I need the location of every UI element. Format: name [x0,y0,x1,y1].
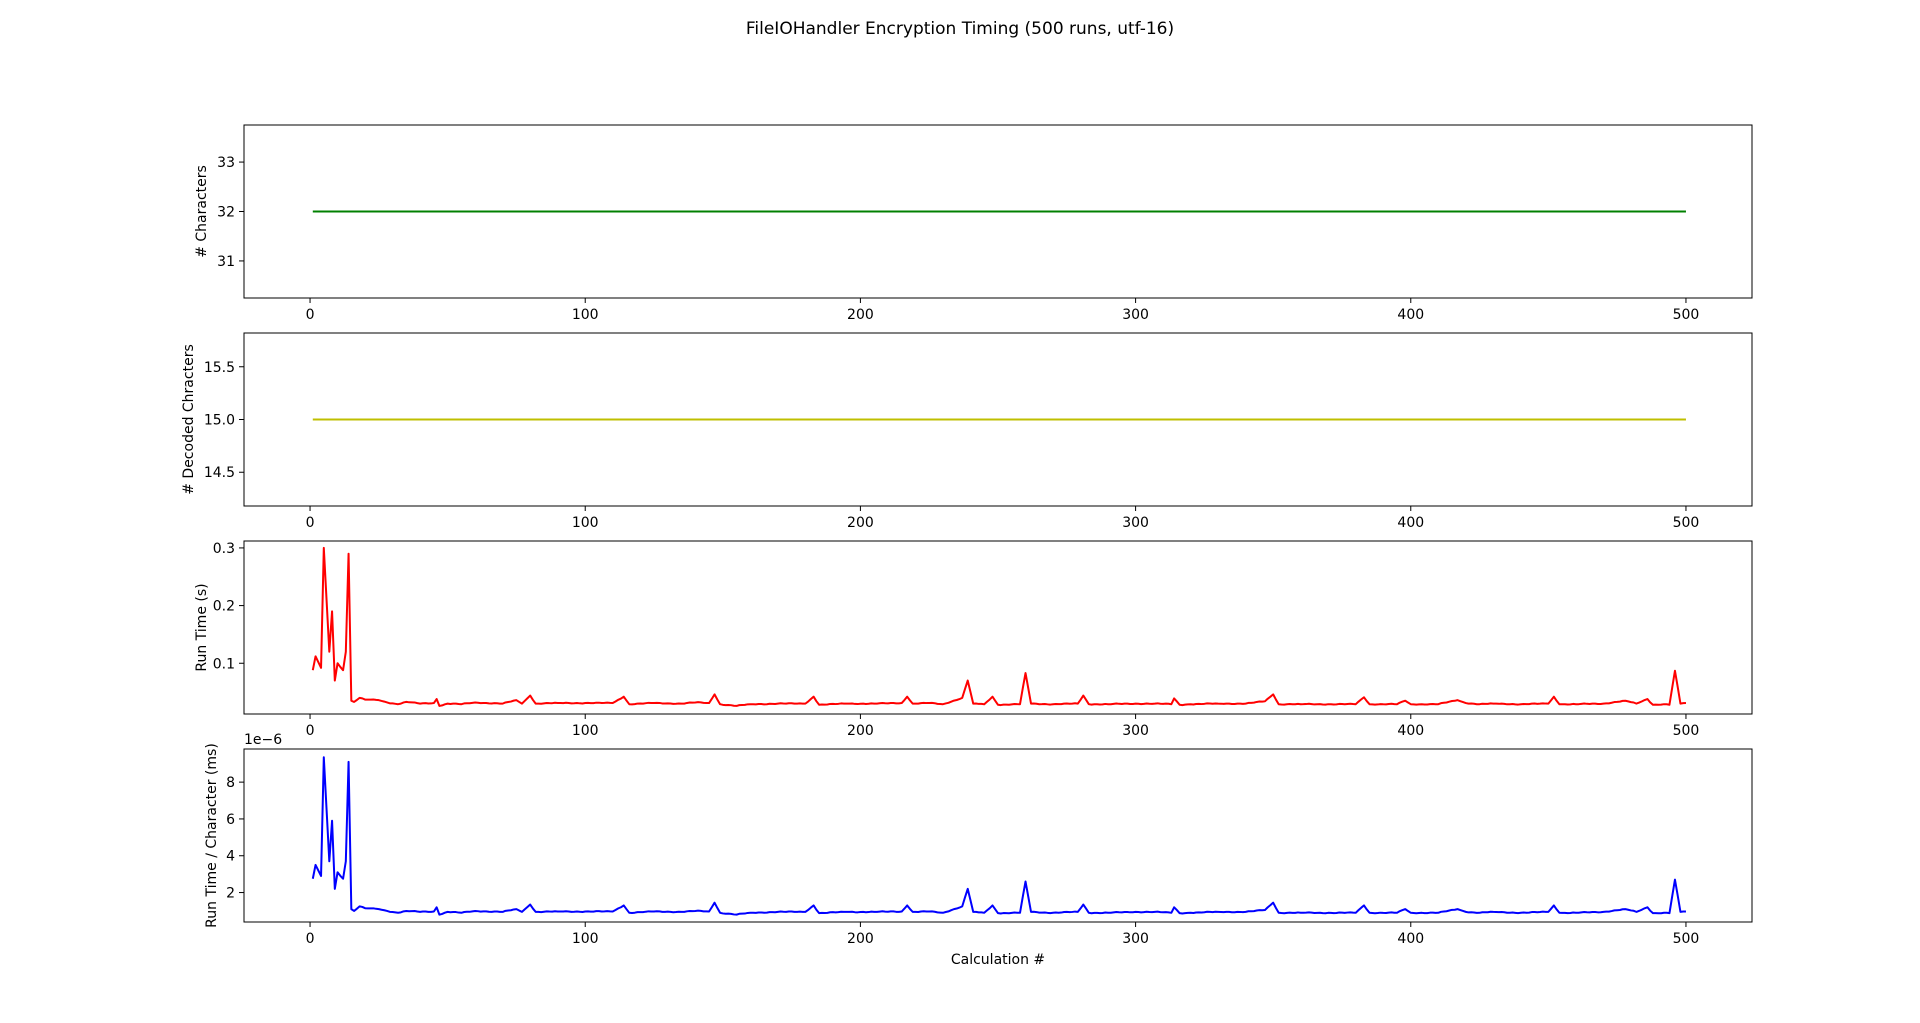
y-tick-label: 0.1 [213,656,235,672]
x-axis-label: Calculation # [951,952,1045,968]
y-tick-label: 0.3 [213,541,235,557]
y-axis-label: # Characters [194,165,210,258]
x-tick-label: 200 [847,307,874,323]
x-tick-label: 300 [1122,723,1149,739]
subplot-2: 0 100 200 300 400 500 14.5 15.0 15.5 # Decoded Ch… [181,332,1753,531]
x-tick-label: 400 [1397,515,1424,531]
figure-title: FileIOHandler Encryption Timing (500 run… [746,19,1174,39]
subplot-1: 0 100 200 300 400 500 31 32 33 # Characters [194,124,1753,323]
x-tick-label: 100 [572,723,599,739]
x-tick-label: 500 [1673,931,1700,947]
x-tick-label: 0 [306,515,315,531]
y-axis-label: # Decoded Chracters [181,344,197,495]
y-axis-label: Run Time / Character (ms) [204,743,220,928]
x-tick-label: 500 [1673,307,1700,323]
y-tick-label: 8 [226,775,235,791]
x-tick-label: 200 [847,931,874,947]
x-tick-label: 400 [1397,307,1424,323]
y-tick-label: 2 [226,886,235,902]
y-tick-label: 33 [217,155,235,171]
series-line-4 [311,756,1686,916]
y-axis-label: Run Time (s) [194,583,210,671]
x-tick-label: 0 [306,723,315,739]
x-tick-label: 500 [1673,723,1700,739]
x-tick-label: 200 [847,515,874,531]
x-tick-label: 300 [1122,307,1149,323]
subplot-4: 0 100 200 300 400 500 2 4 6 8 Run Time / Character… [204,732,1753,968]
subplot-3: 0 100 200 300 400 500 0.1 0.2 0.3 Run Time (s) [194,540,1753,739]
axes-frame [243,748,1753,923]
y-tick-label: 32 [217,205,235,221]
x-tick-label: 400 [1397,723,1424,739]
y-tick-label: 15.0 [204,413,235,429]
axis-offset-label: 1e−6 [244,732,282,748]
y-tick-label: 15.5 [204,360,235,376]
x-tick-label: 400 [1397,931,1424,947]
y-tick-label: 14.5 [204,465,235,481]
x-tick-label: 300 [1122,515,1149,531]
y-tick-label: 6 [226,812,235,828]
y-tick-label: 4 [226,849,235,865]
y-tick-label: 0.2 [213,599,235,615]
x-tick-label: 500 [1673,515,1700,531]
y-tick-label: 31 [217,254,235,270]
x-tick-label: 300 [1122,931,1149,947]
x-tick-label: 100 [572,931,599,947]
x-tick-label: 100 [572,307,599,323]
axes-frame [243,540,1753,715]
x-tick-label: 100 [572,515,599,531]
x-tick-label: 0 [306,931,315,947]
x-tick-label: 0 [306,307,315,323]
x-tick-label: 200 [847,723,874,739]
series-line-3 [311,546,1686,707]
